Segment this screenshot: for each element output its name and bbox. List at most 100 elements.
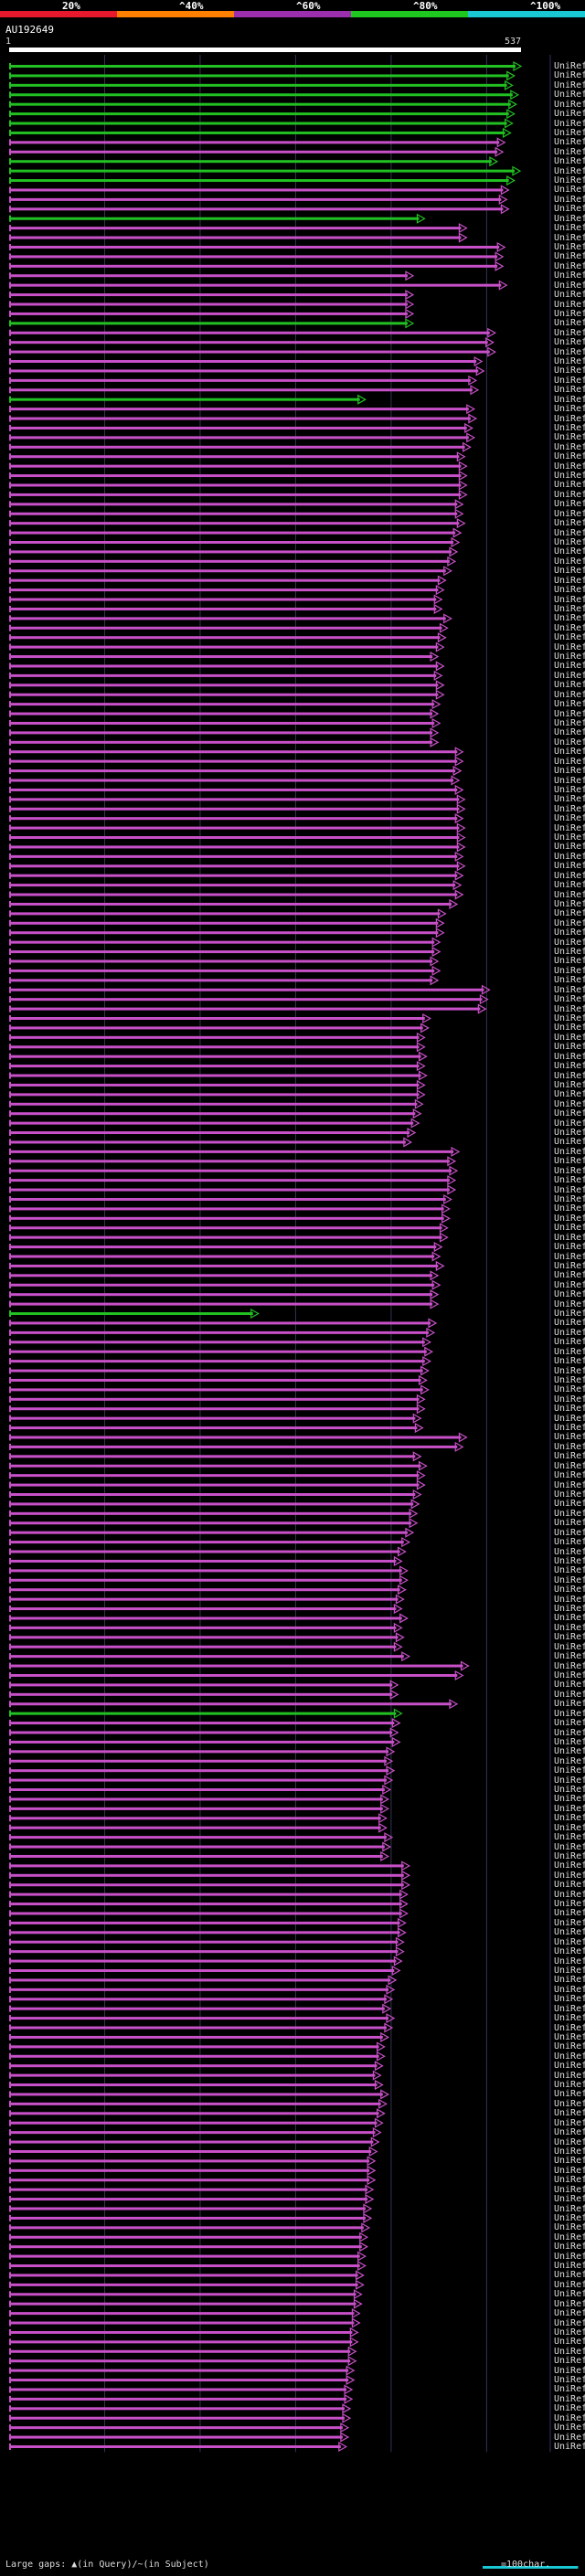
hit-label[interactable]: UniRef100_B1M5P0 (554, 994, 585, 1005)
hit-label[interactable]: UniRef100_B7K3K6 (554, 1318, 585, 1329)
hit-label[interactable]: UniRef100_Q0DKB7 (554, 366, 585, 376)
hit-label[interactable]: UniRef100_B7TN50 (554, 1860, 585, 1871)
hit-label[interactable]: UniRef100_C5S5X4 (554, 99, 585, 110)
hit-label[interactable]: UniRef100_B8PMZ4 (554, 1309, 585, 1320)
hit-label[interactable]: UniRef100_C2WG45 (554, 1794, 585, 1805)
hit-label[interactable]: UniRef100_C4FY39 (554, 1184, 585, 1195)
hit-label[interactable]: UniRef100_C9KCZ9 (554, 1175, 585, 1186)
hit-label[interactable]: UniRef100_B0R8L3 (554, 1213, 585, 1224)
hit-label[interactable]: UniRef100_Q2JX25 (554, 1032, 585, 1043)
hit-label[interactable]: UniRef100_A4P9A6 (554, 1165, 585, 1176)
hit-label[interactable]: UniRef100_C7JTX9 (554, 2298, 585, 2309)
hit-label[interactable]: UniRef100_C6J051 (554, 1746, 585, 1757)
hit-label[interactable]: UniRef100_Q9K4C6 (554, 1098, 585, 1109)
hit-label[interactable]: UniRef100_B2W524 (554, 175, 585, 186)
hit-label[interactable]: UniRef100_Q73CU2 (554, 2013, 585, 2024)
hit-label[interactable]: UniRef100_A5GXF6 (554, 1061, 585, 1072)
hit-label[interactable]: UniRef100_Q0RU43 (554, 1108, 585, 1119)
hit-label[interactable]: UniRef100_C8VZ50 (554, 2261, 585, 2272)
hit-label[interactable]: UniRef100_B2XX48 (554, 566, 585, 577)
hit-label[interactable]: UniRef100_B3DVG3 (554, 1404, 585, 1415)
hit-label[interactable]: UniRef100_A4CS70 (554, 622, 585, 633)
hit-label[interactable]: UniRef100_Q060N9 (554, 461, 585, 472)
hit-label[interactable]: UniRef100_UP1000... (554, 1470, 585, 1481)
hit-label[interactable]: UniRef100_Q9RS99 (554, 775, 585, 786)
hit-label[interactable]: UniRef100_B5H2H4 (554, 1803, 585, 1814)
hit-label[interactable]: UniRef100_Q0QKN2 (554, 499, 585, 510)
hit-label[interactable]: UniRef100_A3Y181 (554, 2212, 585, 2223)
hit-label[interactable]: UniRef100_B8N7I3 (554, 109, 585, 120)
hit-label[interactable]: UniRef100_B3QTE3 (554, 727, 585, 738)
hit-label[interactable]: UniRef100_C6P797 (554, 1651, 585, 1662)
hit-label[interactable]: UniRef100_C4G885 (554, 2089, 585, 2100)
hit-label[interactable]: UniRef100_A5GJX0 (554, 803, 585, 814)
hit-label[interactable]: UniRef100_C4Z7V5 (554, 1251, 585, 1262)
hit-label[interactable]: UniRef100_C1M4Z2 (554, 594, 585, 605)
hit-label[interactable]: UniRef100_B1F3P3 (554, 375, 585, 386)
hit-label[interactable]: UniRef100_B1YEC3 (554, 1984, 585, 1995)
hit-label[interactable]: UniRef100_B0RG04 (554, 2327, 585, 2337)
hit-label[interactable]: UniRef100_A0N1L2 (554, 1023, 585, 1034)
hit-label[interactable]: UniRef100_A5EG61 (554, 1613, 585, 1624)
hit-label[interactable]: UniRef100_Q8XK56 (554, 1841, 585, 1852)
hit-label[interactable]: UniRef100_Q31YC4 (554, 1479, 585, 1490)
hit-label[interactable]: UniRef100_A3IRC5 (554, 2194, 585, 2205)
hit-label[interactable]: UniRef100_B9UT73 (554, 898, 585, 909)
hit-label[interactable]: UniRef100_A9GH75 (554, 2203, 585, 2214)
hit-label[interactable]: UniRef100_Q6B8N8 (554, 575, 585, 586)
hit-label[interactable]: UniRef100_B5GTZ1 (554, 1508, 585, 1519)
hit-label[interactable]: UniRef100_A2S1I9 (554, 327, 585, 338)
hit-label[interactable]: UniRef100_Q0U9B5 (554, 318, 585, 329)
hit-label[interactable]: UniRef100_C1WFR5 (554, 822, 585, 833)
hit-label[interactable]: UniRef100_B5JHL9 (554, 2222, 585, 2233)
hit-label[interactable]: UniRef100_A6S9B5 (554, 280, 585, 291)
hit-label[interactable]: UniRef100_UP1000... (554, 2003, 585, 2014)
hit-label[interactable]: UniRef100_C0QD84 (554, 1079, 585, 1090)
hit-label[interactable]: UniRef100_Q4H5X0 (554, 2165, 585, 2176)
hit-label[interactable]: UniRef100_Q7U5Z1 (554, 451, 585, 462)
hit-label[interactable]: UniRef100_Q0SSS2 (554, 1460, 585, 1471)
hit-label[interactable]: UniRef100_C1I5I5 (554, 1423, 585, 1434)
hit-label[interactable]: UniRef100_C1PFY8 (554, 2098, 585, 2109)
hit-label[interactable]: UniRef100_Q7U450 (554, 1594, 585, 1605)
hit-label[interactable]: UniRef100_Q1XDQ9 (554, 546, 585, 557)
hit-label[interactable]: UniRef100_Q4C379 (554, 1689, 585, 1700)
hit-label[interactable]: UniRef100_C1A161 (554, 2365, 585, 2376)
hit-label[interactable]: UniRef100_C8QX48 (554, 1518, 585, 1529)
hit-label[interactable]: UniRef100_B1MA11 (554, 2136, 585, 2147)
hit-label[interactable]: UniRef100_C7N776 (554, 308, 585, 319)
hit-label[interactable]: UniRef100_B2IJZ2 (554, 1118, 585, 1129)
hit-label[interactable]: UniRef100_A4R6G4 (554, 251, 585, 262)
hit-label[interactable]: UniRef100_A3KJT4 (554, 766, 585, 777)
hit-label[interactable]: UniRef100_A4FUB7 (554, 1727, 585, 1738)
hit-label[interactable]: UniRef100_A3IGP4 (554, 1765, 585, 1776)
hit-label[interactable]: UniRef100_Q7TUU7 (554, 471, 585, 482)
hit-label[interactable]: UniRef100_A5D2X9 (554, 1956, 585, 1966)
hit-label[interactable]: UniRef100_Q4BY18 (554, 1260, 585, 1271)
hit-label[interactable]: UniRef100_A7IGL8 (554, 1546, 585, 1557)
hit-label[interactable]: UniRef100_Q9RP53 (554, 2412, 585, 2423)
hit-label[interactable]: UniRef100_B1BUY6 (554, 1917, 585, 1928)
hit-label[interactable]: UniRef100_B2KCT2 (554, 80, 585, 90)
hit-label[interactable]: UniRef100_C5FUB6 (554, 127, 585, 138)
hit-label[interactable]: UniRef100_C1DCZ7 (554, 1346, 585, 1357)
hit-label[interactable]: UniRef100_A6W6J5 (554, 1128, 585, 1139)
hit-label[interactable]: UniRef100_B9KSM3 (554, 870, 585, 881)
hit-label[interactable]: UniRef100_UP1000... (554, 394, 585, 405)
hit-label[interactable]: UniRef100_A3YZ33 (554, 680, 585, 691)
hit-label[interactable]: UniRef100_Q4FS31 (554, 641, 585, 652)
hit-label[interactable]: UniRef100_C1Y4W6 (554, 2289, 585, 2300)
hit-label[interactable]: UniRef100_Q1LE89 (554, 832, 585, 843)
hit-label[interactable]: UniRef100_Q6C3R9 (554, 270, 585, 281)
hit-label[interactable]: UniRef100_UP1000... (554, 290, 585, 301)
hit-label[interactable]: UniRef100_UP1000... (554, 1660, 585, 1671)
hit-label[interactable]: UniRef100_C1FEP0 (554, 2403, 585, 2414)
hit-label[interactable]: UniRef100_UP1000... (554, 1670, 585, 1680)
hit-label[interactable]: UniRef100_Q5ND52 (554, 1070, 585, 1081)
hit-label[interactable]: UniRef100_C8WAV6 (554, 965, 585, 976)
hit-label[interactable]: UniRef100_B8H998 (554, 2337, 585, 2348)
hit-label[interactable]: UniRef100_Q46J67 (554, 537, 585, 547)
hit-label[interactable]: UniRef100_A7EQU5 (554, 1232, 585, 1243)
hit-label[interactable]: UniRef100_C1WRU6 (554, 2279, 585, 2290)
hit-label[interactable]: UniRef100_B1KQL3 (554, 2031, 585, 2042)
